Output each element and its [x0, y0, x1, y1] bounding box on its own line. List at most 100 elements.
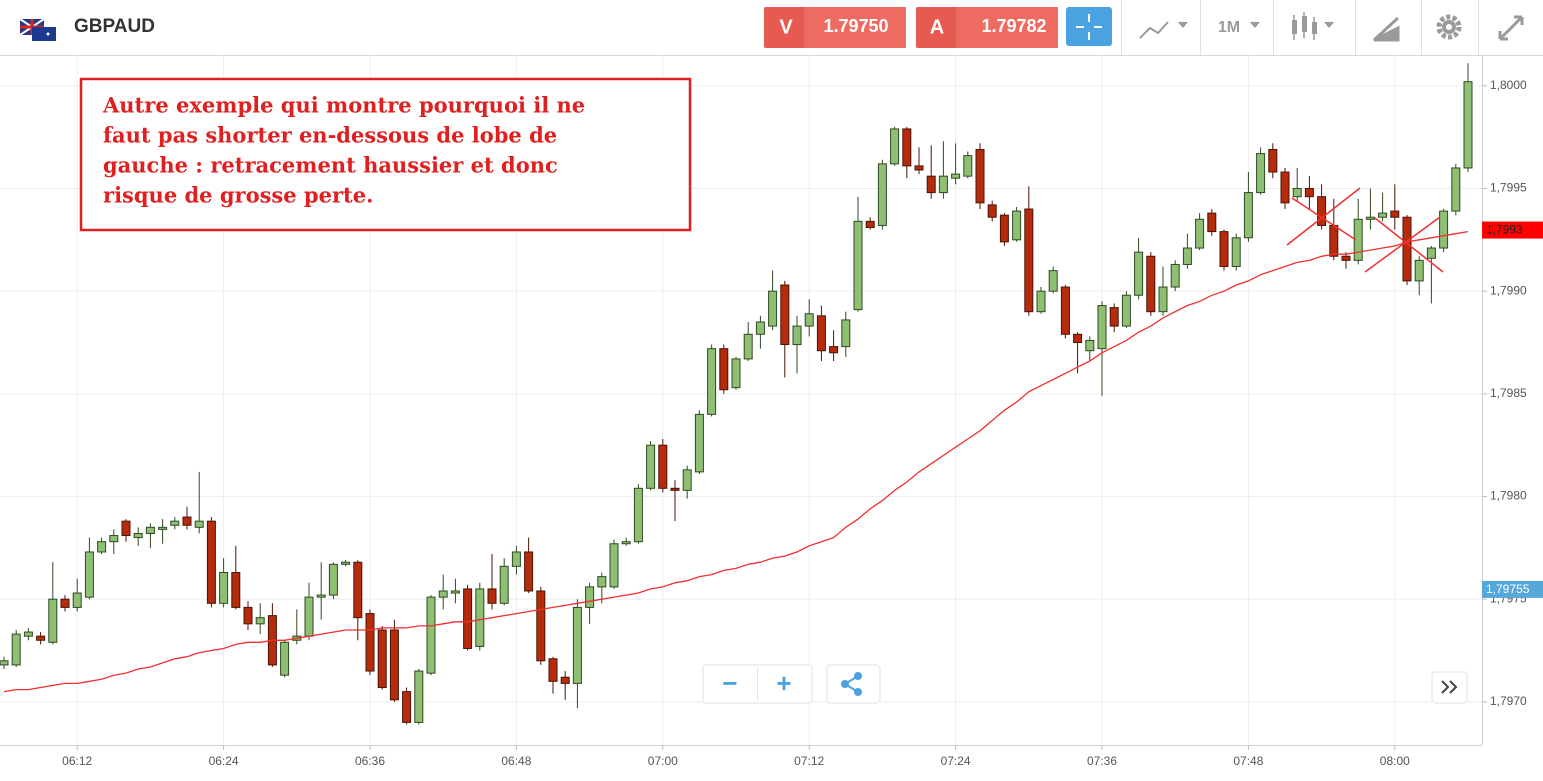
candle-body — [597, 576, 607, 588]
candle-body — [1365, 216, 1375, 220]
dropdown-arrow — [1324, 22, 1334, 28]
candle-body — [1109, 307, 1119, 327]
candle-body — [719, 348, 729, 391]
candle-body — [975, 148, 985, 204]
candle-body — [1182, 247, 1192, 265]
candle-body — [84, 551, 94, 598]
x-tick-label: 07:12 — [794, 754, 824, 768]
timeframe[interactable]: 1M — [1218, 19, 1240, 36]
share-button[interactable] — [826, 664, 881, 704]
scroll-end-button[interactable] — [1431, 671, 1468, 704]
candle-body — [1280, 171, 1290, 204]
buy-label: A — [930, 16, 944, 38]
crosshair-button[interactable] — [1066, 7, 1112, 46]
candle-body — [48, 598, 58, 643]
candle-body — [402, 691, 412, 723]
sell-price-bg — [804, 7, 906, 48]
candle-body — [609, 543, 619, 588]
candle-body — [1341, 255, 1351, 261]
fullscreen-icon[interactable] — [1498, 15, 1524, 41]
x-tick-label: 06:36 — [355, 754, 385, 768]
candle-body — [280, 641, 290, 676]
candle-body — [1085, 339, 1095, 352]
candle-body — [109, 535, 119, 543]
candle-body — [890, 128, 900, 165]
annotation-line: faut pas shorter en-dessous de lobe de — [103, 123, 557, 148]
x-tick-label: 06:24 — [209, 754, 239, 768]
candle-body — [1121, 294, 1131, 327]
candle-body — [926, 175, 936, 194]
candle-body — [1195, 218, 1205, 249]
chart-type-icon[interactable] — [1139, 21, 1169, 39]
candle-body — [1317, 196, 1327, 226]
candle-body — [731, 358, 741, 389]
draw-icon[interactable] — [1372, 16, 1400, 42]
candle-body — [121, 520, 131, 537]
candle-body — [694, 413, 704, 473]
candle-body — [450, 590, 460, 594]
x-tick-label: 06:12 — [62, 754, 92, 768]
crosshair-icon — [1076, 14, 1102, 40]
candle-body — [804, 313, 814, 327]
candle-body — [902, 128, 912, 167]
candle-body — [145, 526, 155, 534]
candle-body — [1243, 192, 1253, 239]
candle-body — [707, 348, 717, 415]
candle-body — [1158, 286, 1168, 313]
cross-marks — [1286, 187, 1444, 273]
candle-icon[interactable] — [1292, 12, 1317, 40]
sell-label: V — [779, 16, 793, 38]
candle-body — [1304, 187, 1314, 198]
candle-body — [670, 487, 680, 491]
candle-body — [97, 541, 107, 553]
y-tick-label: 1,7985 — [1490, 386, 1527, 400]
candle-body — [133, 532, 143, 539]
candle-body — [1402, 216, 1412, 282]
candle-body — [1170, 263, 1180, 288]
candle-body — [60, 598, 70, 608]
candle-body — [389, 629, 399, 701]
dropdown-arrow — [1250, 22, 1260, 28]
candle-body — [1134, 251, 1144, 296]
candle-body — [536, 590, 546, 662]
candle-body — [914, 165, 924, 171]
candle-body — [304, 596, 314, 637]
candle-body — [341, 561, 351, 565]
candle-body — [158, 526, 168, 530]
candle-body — [219, 572, 229, 604]
y-tick-label: 1,7990 — [1490, 283, 1527, 297]
candle-body — [963, 155, 973, 177]
candle-body — [463, 588, 473, 649]
annotation-box — [79, 77, 692, 232]
candle-body — [1329, 224, 1339, 257]
candle-body — [829, 346, 839, 354]
candle-body — [1231, 237, 1241, 268]
buy-price: 1.79782 — [981, 16, 1046, 36]
candle-body — [1451, 167, 1461, 212]
candle-body — [780, 284, 790, 346]
zoom-in[interactable]: + — [776, 668, 791, 698]
toolbar-separators — [1121, 0, 1479, 55]
candle-body — [1353, 218, 1363, 261]
candle-body — [1073, 333, 1083, 343]
candle-body — [1060, 286, 1070, 335]
candle-body — [524, 551, 534, 592]
candle-body — [621, 541, 631, 545]
candle-body — [499, 565, 509, 604]
candle-body — [1414, 259, 1424, 282]
candle-body — [475, 588, 485, 647]
y-tick-label: 1,7980 — [1490, 489, 1527, 503]
settings-icon[interactable] — [1436, 14, 1462, 40]
candle-body — [572, 606, 582, 684]
y-tick-label: 1,8000 — [1490, 78, 1527, 92]
x-tick-label: 07:36 — [1087, 754, 1117, 768]
candle-body — [255, 617, 265, 625]
candle-body — [72, 592, 82, 608]
candle-body — [1390, 210, 1400, 218]
annotation-line: Autre exemple qui montre pourquoi il ne — [102, 93, 585, 118]
flag — [19, 18, 56, 41]
zoom-out[interactable]: − — [722, 668, 737, 698]
candle-body — [755, 321, 765, 335]
candle-body — [1012, 210, 1022, 241]
candle-body — [1426, 247, 1436, 259]
